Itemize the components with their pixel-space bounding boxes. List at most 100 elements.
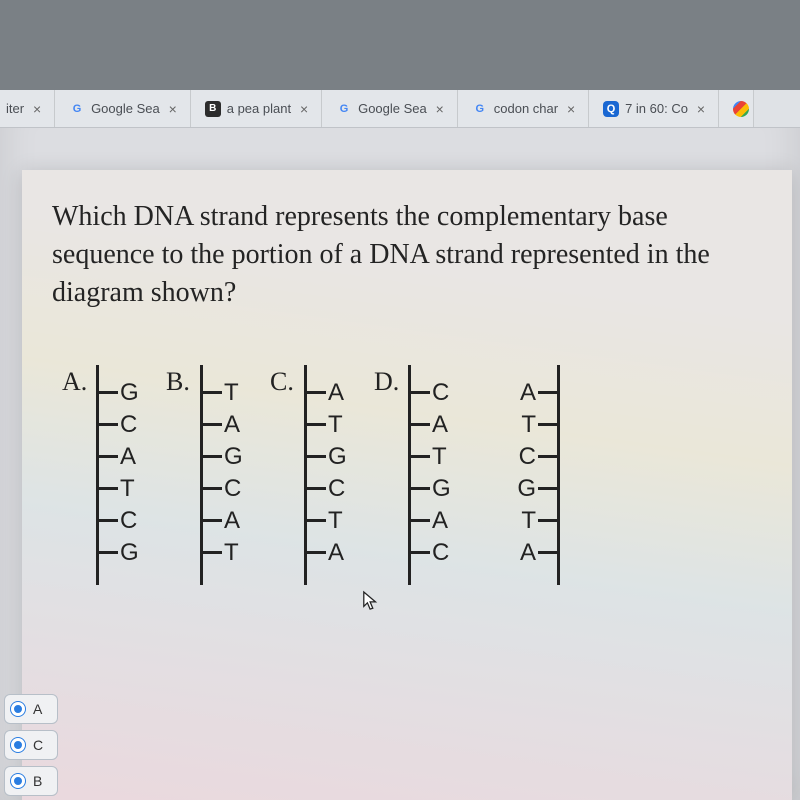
rung (408, 519, 430, 522)
tab-2[interactable]: B a pea plant × (191, 90, 322, 127)
answer-choice-b[interactable]: B (4, 766, 58, 796)
close-icon[interactable]: × (433, 102, 447, 116)
base-label: C (519, 445, 536, 469)
tab-3[interactable]: G Google Sea × (322, 90, 458, 127)
dna-strand-c: ATGCTA (304, 365, 356, 585)
close-icon[interactable]: × (564, 102, 578, 116)
rung (200, 391, 222, 394)
rung (304, 423, 326, 426)
rung (304, 519, 326, 522)
base-label: C (432, 541, 449, 565)
rung (304, 551, 326, 554)
rung (538, 391, 560, 394)
tab-6[interactable] (719, 90, 754, 127)
close-icon[interactable]: × (30, 102, 44, 116)
answer-choice-c[interactable]: C (4, 730, 58, 760)
tab-1[interactable]: G Google Sea × (55, 90, 191, 127)
question-page: Which DNA strand represents the compleme… (22, 170, 792, 800)
rung (96, 519, 118, 522)
google-ball-icon (733, 101, 749, 117)
rung (200, 487, 222, 490)
tab-4[interactable]: G codon char × (458, 90, 589, 127)
rung (200, 423, 222, 426)
dna-options-row: A. GCATCG B. TAGCAT C. ATGCTA D. CATGAC … (62, 365, 772, 605)
base-label: A (432, 509, 448, 533)
rung (96, 487, 118, 490)
base-label: T (521, 509, 536, 533)
tab-0[interactable]: iter × (0, 90, 55, 127)
rung (408, 487, 430, 490)
base-label: G (120, 381, 139, 405)
close-icon[interactable]: × (166, 102, 180, 116)
rung (538, 487, 560, 490)
rung (408, 551, 430, 554)
option-label-b: B. (166, 365, 200, 605)
rung (96, 391, 118, 394)
rung (408, 455, 430, 458)
base-label: T (328, 509, 343, 533)
rung (538, 551, 560, 554)
option-label-d: D. (374, 365, 408, 605)
dna-strand-reference: ATCGTA (508, 365, 560, 585)
base-label: G (517, 477, 536, 501)
base-label: C (120, 413, 137, 437)
base-label: T (432, 445, 447, 469)
base-label: A (328, 541, 344, 565)
base-label: T (328, 413, 343, 437)
tab-label: iter (6, 101, 24, 116)
answer-choice-a[interactable]: A (4, 694, 58, 724)
close-icon[interactable]: × (297, 102, 311, 116)
dna-strand-a: GCATCG (96, 365, 148, 585)
base-label: A (520, 541, 536, 565)
cursor-icon (362, 590, 380, 612)
quizlet-q-icon: Q (603, 101, 619, 117)
browser-tabstrip: iter × G Google Sea × B a pea plant × G … (0, 90, 800, 128)
option-label-a: A. (62, 365, 96, 605)
dna-strand-b: TAGCAT (200, 365, 252, 585)
tab-label: 7 in 60: Co (625, 101, 688, 116)
brainly-b-icon: B (205, 101, 221, 117)
dna-strand-d: CATGAC (408, 365, 460, 585)
rung (538, 423, 560, 426)
base-label: C (432, 381, 449, 405)
answer-label: B (33, 773, 42, 789)
base-label: A (328, 381, 344, 405)
base-label: A (224, 413, 240, 437)
google-g-icon: G (69, 101, 85, 117)
base-label: G (328, 445, 347, 469)
answer-label: A (33, 701, 42, 717)
base-label: T (521, 413, 536, 437)
base-label: C (224, 477, 241, 501)
tab-label: Google Sea (91, 101, 160, 116)
rung (304, 391, 326, 394)
option-label-c: C. (270, 365, 304, 605)
rung (200, 455, 222, 458)
radio-icon (11, 702, 25, 716)
google-g-icon: G (336, 101, 352, 117)
close-icon[interactable]: × (694, 102, 708, 116)
rung (96, 455, 118, 458)
answer-choice-list: A C B (4, 694, 58, 796)
radio-icon (11, 738, 25, 752)
base-label: A (432, 413, 448, 437)
base-label: G (432, 477, 451, 501)
tab-label: codon char (494, 101, 558, 116)
rung (96, 423, 118, 426)
rung (200, 551, 222, 554)
base-label: A (224, 509, 240, 533)
rung (200, 519, 222, 522)
rung (408, 391, 430, 394)
base-label: C (120, 509, 137, 533)
base-label: T (224, 541, 239, 565)
base-label: A (120, 445, 136, 469)
tab-label: Google Sea (358, 101, 427, 116)
base-label: G (120, 541, 139, 565)
rung (96, 551, 118, 554)
rung (538, 519, 560, 522)
tab-5[interactable]: Q 7 in 60: Co × (589, 90, 719, 127)
question-text: Which DNA strand represents the compleme… (52, 198, 752, 311)
tab-label: a pea plant (227, 101, 291, 116)
answer-label: C (33, 737, 43, 753)
base-label: T (224, 381, 239, 405)
base-label: A (520, 381, 536, 405)
